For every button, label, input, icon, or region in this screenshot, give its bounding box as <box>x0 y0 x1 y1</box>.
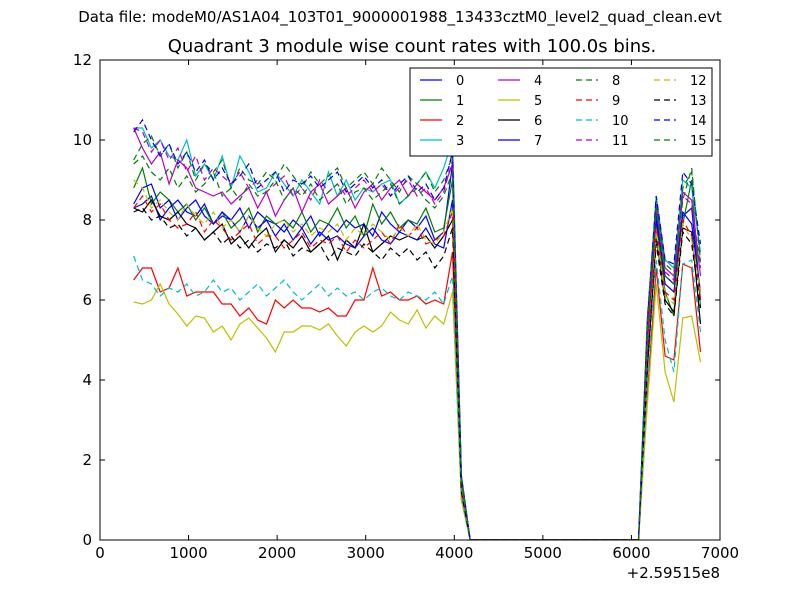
y-tick-label: 8 <box>82 211 92 229</box>
series-line-12 <box>133 179 702 540</box>
series-line-2 <box>133 251 702 540</box>
x-tick-label: 7000 <box>701 544 739 562</box>
series-line-15 <box>133 155 702 540</box>
series-line-0 <box>133 163 702 540</box>
legend-label-5: 5 <box>534 94 542 109</box>
y-tick-label: 12 <box>73 51 92 69</box>
legend-label-8: 8 <box>612 74 620 89</box>
legend-label-11: 11 <box>612 134 629 149</box>
series-line-14 <box>133 118 702 540</box>
series-line-6 <box>133 198 702 540</box>
x-tick-label: 3000 <box>347 544 385 562</box>
series-line-1 <box>133 166 702 540</box>
legend-label-0: 0 <box>456 74 464 89</box>
legend-label-3: 3 <box>456 134 464 149</box>
x-tick-label: 6000 <box>612 544 650 562</box>
x-offset-label: +2.59515e8 <box>627 564 720 582</box>
series-line-4 <box>133 127 702 540</box>
legend-label-15: 15 <box>690 134 707 149</box>
series-line-11 <box>133 127 702 540</box>
legend-label-7: 7 <box>534 134 542 149</box>
legend-label-1: 1 <box>456 94 464 109</box>
legend-label-13: 13 <box>690 94 707 109</box>
legend-label-14: 14 <box>690 114 707 129</box>
legend-label-2: 2 <box>456 114 464 129</box>
y-tick-label: 10 <box>73 131 92 149</box>
x-tick-label: 1000 <box>169 544 207 562</box>
legend-label-6: 6 <box>534 114 542 129</box>
series-line-9 <box>133 194 702 540</box>
x-tick-label: 5000 <box>524 544 562 562</box>
legend-label-12: 12 <box>690 74 707 89</box>
legend-label-10: 10 <box>612 114 629 129</box>
chart-title: Quadrant 3 module wise count rates with … <box>167 36 657 57</box>
data-file-suptitle: Data file: modeM0/AS1A04_103T01_90000019… <box>78 8 722 26</box>
x-tick-label: 0 <box>95 544 105 562</box>
series-line-3 <box>133 127 702 540</box>
x-tick-label: 4000 <box>435 544 473 562</box>
series-line-7 <box>133 183 702 540</box>
y-tick-label: 2 <box>82 451 92 469</box>
series-line-13 <box>133 207 702 540</box>
legend-label-9: 9 <box>612 94 620 109</box>
legend-label-4: 4 <box>534 74 542 89</box>
y-tick-label: 0 <box>82 531 92 549</box>
series-line-5 <box>133 282 702 540</box>
y-tick-label: 4 <box>82 371 92 389</box>
x-tick-label: 2000 <box>258 544 296 562</box>
series-line-10 <box>133 255 702 540</box>
y-tick-label: 6 <box>82 291 92 309</box>
legend-box <box>409 67 713 157</box>
